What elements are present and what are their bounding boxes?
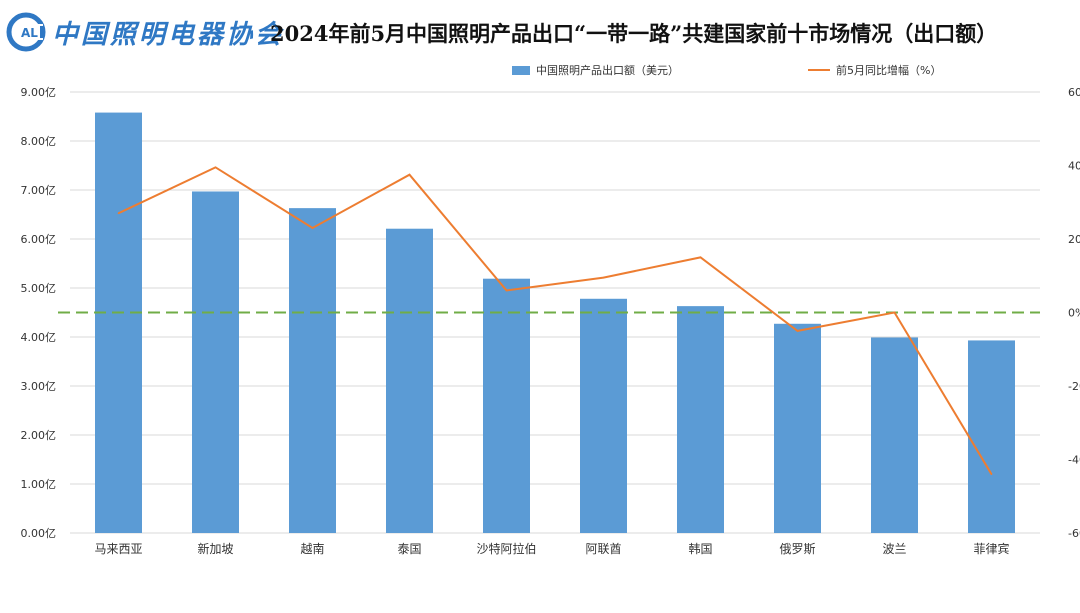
bar <box>580 298 627 533</box>
legend-line-swatch <box>808 69 830 71</box>
logo: AL 中国照明电器协会 <box>6 12 284 52</box>
growth-point <box>214 166 217 169</box>
chart-title: 2024年前5月中国照明产品出口“一带一路”共建国家前十市场情况（出口额） <box>270 21 998 46</box>
left-axis-tick: 1.00亿 <box>21 478 57 491</box>
right-axis-tick: -20% <box>1068 380 1080 393</box>
bar <box>95 112 142 533</box>
right-axis-tick: 60% <box>1068 86 1080 99</box>
right-axis-tick: -60% <box>1068 527 1080 540</box>
cali-logo-icon: AL <box>6 12 46 52</box>
left-axis-tick: 4.00亿 <box>21 331 57 344</box>
legend-label-growth: 前5月同比增幅（%） <box>836 64 942 77</box>
growth-line <box>118 166 993 475</box>
bar <box>192 191 239 533</box>
growth-point <box>990 473 993 476</box>
left-axis-tick: 2.00亿 <box>21 429 57 442</box>
growth-point <box>311 227 314 229</box>
left-axis-tick: 7.00亿 <box>21 184 57 197</box>
legend-bar-swatch <box>512 65 530 75</box>
legend-item-export: 中国照明产品出口额（美元） <box>512 62 679 78</box>
bar <box>483 278 530 533</box>
category-label: 阿联酋 <box>585 541 621 556</box>
left-axis-tick: 6.00亿 <box>21 233 57 246</box>
category-label: 越南 <box>300 541 324 556</box>
left-axis-tick: 5.00亿 <box>21 282 57 295</box>
line-series <box>117 166 993 476</box>
left-axis-tick: 9.00亿 <box>21 86 57 99</box>
category-label: 韩国 <box>688 541 712 556</box>
bar <box>871 337 918 533</box>
bar <box>677 306 724 533</box>
left-axis-tick: 0.00亿 <box>21 527 57 540</box>
growth-point <box>796 330 799 332</box>
right-axis-ticks: -60% -40% -20% 0% 20% 40% 60% <box>1068 86 1080 540</box>
legend-item-growth: 前5月同比增幅（%） <box>808 62 941 78</box>
growth-point <box>505 289 508 292</box>
category-label: 马来西亚 <box>94 542 142 556</box>
category-label: 沙特阿拉伯 <box>476 541 536 556</box>
category-label: 新加坡 <box>197 541 233 556</box>
growth-point <box>699 256 702 259</box>
right-axis-tick: 40% <box>1068 160 1080 173</box>
left-axis-tick: 3.00亿 <box>21 380 57 393</box>
bar <box>289 208 336 533</box>
header: AL 中国照明电器协会 2024年前5月中国照明产品出口“一带一路”共建国家前十… <box>0 0 1080 62</box>
logo-text: 中国照明电器协会 <box>52 19 285 50</box>
category-label: 菲律宾 <box>973 541 1009 556</box>
right-axis-tick: 0% <box>1068 307 1080 320</box>
category-label: 波兰 <box>882 542 906 556</box>
growth-point <box>602 276 605 279</box>
bar <box>386 228 433 533</box>
right-axis-tick: 20% <box>1068 233 1080 246</box>
bar <box>774 323 821 533</box>
category-labels: 马来西亚 新加坡 越南 泰国 沙特阿拉伯 阿联酋 韩国 俄罗斯 波兰 菲律宾 <box>94 541 1009 556</box>
left-axis-ticks: 0.00亿 1.00亿 2.00亿 3.00亿 4.00亿 5.00亿 6.00亿 7.00亿… <box>21 86 57 540</box>
growth-point <box>408 173 411 176</box>
left-axis-tick: 8.00亿 <box>21 135 57 148</box>
bar-series <box>95 112 1015 533</box>
growth-point <box>893 311 896 314</box>
bar <box>968 340 1015 533</box>
category-label: 泰国 <box>397 542 421 556</box>
chart-legend: 中国照明产品出口额（美元） 前5月同比增幅（%） <box>0 62 1080 80</box>
right-axis-tick: -40% <box>1068 454 1080 467</box>
growth-point <box>117 212 120 215</box>
legend-label-export: 中国照明产品出口额（美元） <box>536 64 679 77</box>
svg-text:AL: AL <box>21 26 38 40</box>
category-label: 俄罗斯 <box>779 542 815 556</box>
